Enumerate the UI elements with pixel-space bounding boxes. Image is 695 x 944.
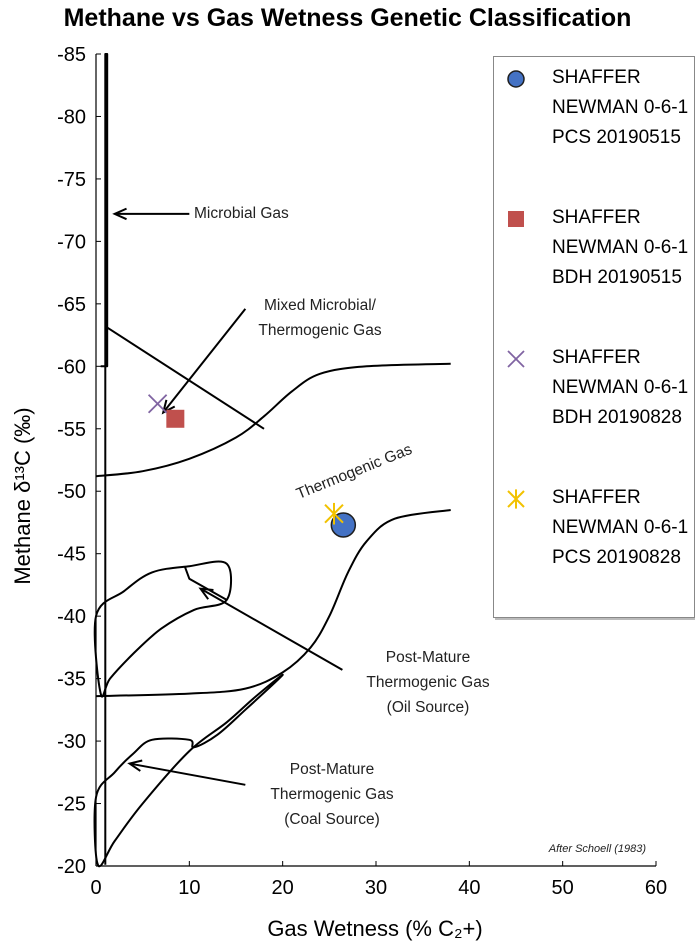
chart-title: Methane vs Gas Wetness Genetic Classific…	[63, 4, 632, 32]
coal-source-label-line3: (Coal Source)	[284, 811, 380, 828]
legend-entry: SHAFFER NEWMAN 0-6-1 PCS 20190828	[494, 477, 694, 617]
y-tick-label: -35	[57, 669, 86, 691]
y-tick-label: -30	[57, 731, 86, 753]
y-axis-title: Methane δ¹³C (‰)	[10, 407, 35, 584]
legend-entry: SHAFFER NEWMAN 0-6-1 BDH 20190515	[494, 197, 694, 337]
legend-entry: SHAFFER NEWMAN 0-6-1 PCS 20190515	[494, 57, 694, 197]
arrow-head	[112, 207, 127, 221]
coal-source-label-line1: Post-Mature	[290, 761, 374, 778]
mixed-arrow	[161, 308, 247, 415]
legend-label: SHAFFER NEWMAN 0-6-1 PCS 20190515	[552, 67, 689, 148]
legend-marker	[507, 489, 525, 509]
oil-source-label-line1: Post-Mature	[386, 649, 470, 666]
x-tick-label: 20	[272, 877, 294, 899]
legend-marker-star	[507, 489, 525, 509]
y-tick-label: -25	[57, 794, 86, 816]
y-tick-label: -65	[57, 294, 86, 316]
x-tick-label: 30	[365, 877, 387, 899]
y-tick-label: -80	[57, 106, 86, 128]
coal-arrow	[127, 759, 246, 786]
coal-source-label-line2: Thermogenic Gas	[270, 786, 393, 803]
legend: SHAFFER NEWMAN 0-6-1 PCS 20190515 SHAFFE…	[493, 56, 695, 618]
annotation-arrows	[112, 207, 343, 786]
y-tick-label: -70	[57, 231, 86, 253]
arrow-head	[127, 759, 143, 772]
mixed-field-divider	[104, 325, 265, 430]
legend-label: SHAFFER NEWMAN 0-6-1 PCS 20190828	[552, 487, 689, 568]
oil-source-label-line3: (Oil Source)	[387, 699, 470, 716]
microbial-arrow	[112, 207, 190, 221]
y-tick-label: -40	[57, 606, 86, 628]
oil-source-divider	[183, 565, 228, 601]
legend-marker-square	[508, 211, 524, 227]
arrow-head	[198, 587, 214, 600]
y-tick-label: -85	[57, 44, 86, 66]
x-tick-label: 50	[552, 877, 574, 899]
legend-label: SHAFFER NEWMAN 0-6-1 BDH 20190515	[552, 207, 689, 288]
coal-source-field-boundary	[93, 673, 284, 868]
legend-label: SHAFFER NEWMAN 0-6-1 BDH 20190828	[552, 347, 689, 428]
source-credit: After Schoell (1983)	[548, 843, 647, 855]
legend-marker-x	[507, 350, 525, 368]
arrow-shaft	[200, 587, 343, 671]
x-tick-label: 10	[178, 877, 200, 899]
oil-arrow	[198, 587, 343, 671]
axes: -85 -80 -75 -70 -65 -60 -55 -50 -45 -40 -35 -30 -25 -…	[57, 44, 667, 899]
y-tick-label: -55	[57, 419, 86, 441]
x-axis-title: Gas Wetness (% C₂+)	[267, 916, 482, 941]
data-points	[147, 394, 357, 538]
microbial-gas-label: Microbial Gas	[194, 205, 289, 222]
legend-marker-circle	[507, 70, 525, 88]
legend-marker	[507, 350, 525, 368]
arrow-head	[161, 399, 176, 415]
arrow-shaft	[162, 308, 247, 414]
data-point-circle	[330, 512, 357, 538]
thermogenic-upper-boundary	[95, 362, 451, 478]
oil-source-field-boundary	[93, 560, 233, 698]
legend-entry: SHAFFER NEWMAN 0-6-1 BDH 20190828	[494, 337, 694, 477]
y-tick-label: -20	[57, 856, 86, 878]
x-tick-label: 60	[645, 877, 667, 899]
data-point-square	[166, 409, 185, 428]
legend-marker	[507, 70, 525, 88]
mixed-gas-label-line2: Thermogenic Gas	[258, 322, 381, 339]
x-tick-label: 0	[90, 877, 101, 899]
mixed-gas-label-line1: Mixed Microbial/	[264, 297, 377, 314]
y-tick-label: -60	[57, 356, 86, 378]
y-tick-label: -50	[57, 481, 86, 503]
x-tick-label: 40	[458, 877, 480, 899]
data-point-star	[324, 502, 344, 525]
classification-fields	[93, 53, 451, 868]
arrow-shaft	[129, 762, 246, 786]
thermogenic-gas-label: Thermogenic Gas	[294, 441, 415, 503]
data-point-x	[147, 394, 168, 414]
microbial-field-boundary	[100, 53, 109, 865]
legend-marker	[508, 211, 524, 227]
y-tick-label: -75	[57, 169, 86, 191]
y-tick-label: -45	[57, 544, 86, 566]
thermogenic-lower-boundary	[95, 509, 451, 698]
oil-source-label-line2: Thermogenic Gas	[366, 674, 489, 691]
